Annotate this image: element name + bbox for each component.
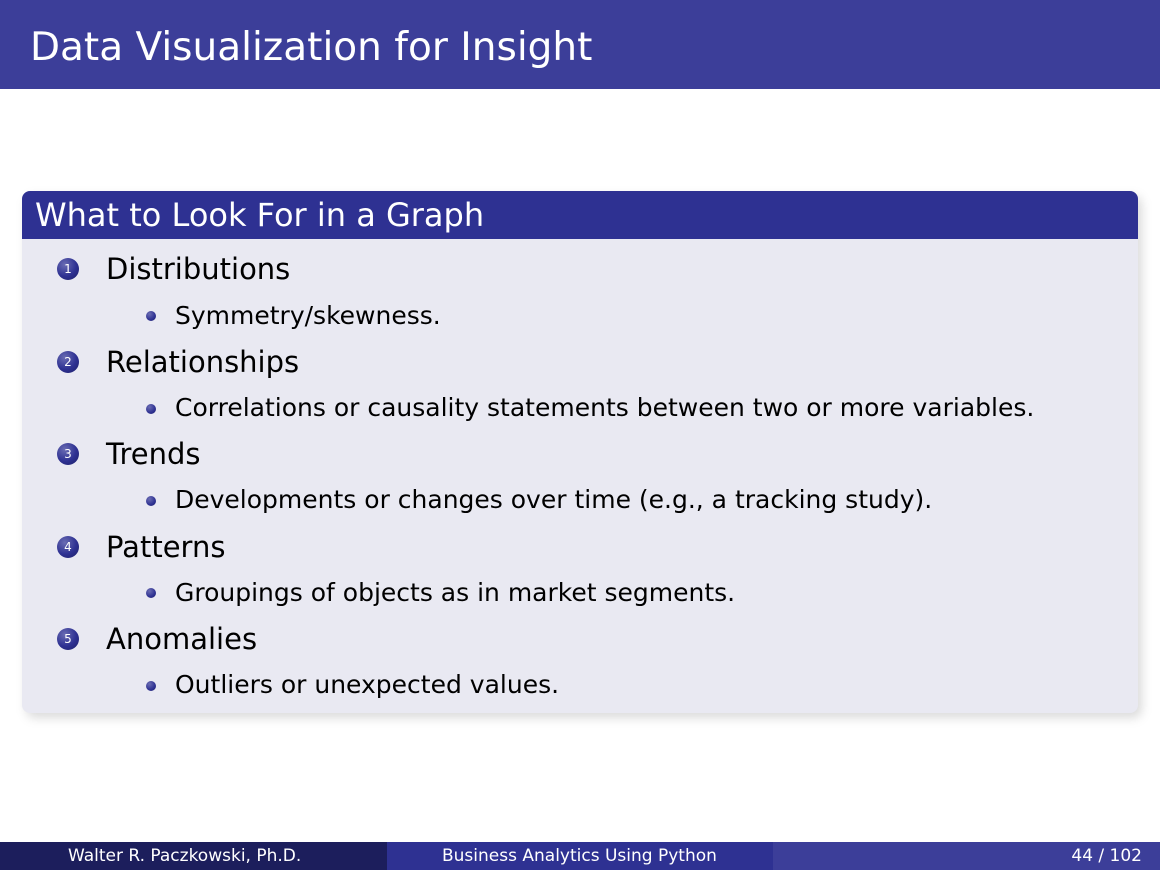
content-block: What to Look For in a Graph 1 Distributi… <box>22 191 1138 713</box>
footer: Walter R. Paczkowski, Ph.D. Business Ana… <box>0 842 1160 870</box>
sub-item-text: Correlations or causality statements bet… <box>175 393 1035 422</box>
footer-author: Walter R. Paczkowski, Ph.D. <box>68 846 302 866</box>
bullet-icon <box>146 404 156 414</box>
enum-badge-3: 3 <box>57 443 79 465</box>
sub-item-text: Outliers or unexpected values. <box>175 670 560 699</box>
footer-course: Business Analytics Using Python <box>442 846 717 866</box>
bullet-icon <box>146 311 156 321</box>
slide-title: Data Visualization for Insight <box>30 25 593 70</box>
footer-course-section: Business Analytics Using Python <box>387 842 773 870</box>
bullet-icon <box>146 588 156 598</box>
enum-label-patterns: Patterns <box>106 530 226 564</box>
enum-label-trends: Trends <box>106 437 201 471</box>
sub-item-text: Developments or changes over time (e.g.,… <box>175 485 933 514</box>
enum-badge-2: 2 <box>57 351 79 373</box>
enum-badge-1: 1 <box>57 258 79 280</box>
footer-page-number: 44 / 102 <box>1071 846 1142 866</box>
footer-author-section: Walter R. Paczkowski, Ph.D. <box>0 842 387 870</box>
bullet-icon <box>146 496 156 506</box>
block-title: What to Look For in a Graph <box>35 196 485 234</box>
footer-page-section: 44 / 102 <box>773 842 1160 870</box>
enum-label-anomalies: Anomalies <box>106 622 258 656</box>
block-header: What to Look For in a Graph <box>22 191 1138 239</box>
enum-badge-4: 4 <box>57 536 79 558</box>
enum-label-distributions: Distributions <box>106 252 291 286</box>
sub-item-text: Groupings of objects as in market segmen… <box>175 578 736 607</box>
slide-title-bar: Data Visualization for Insight <box>0 0 1160 89</box>
bullet-icon <box>146 681 156 691</box>
enum-label-relationships: Relationships <box>106 345 300 379</box>
sub-item-text: Symmetry/skewness. <box>175 301 441 330</box>
enum-badge-5: 5 <box>57 628 79 650</box>
